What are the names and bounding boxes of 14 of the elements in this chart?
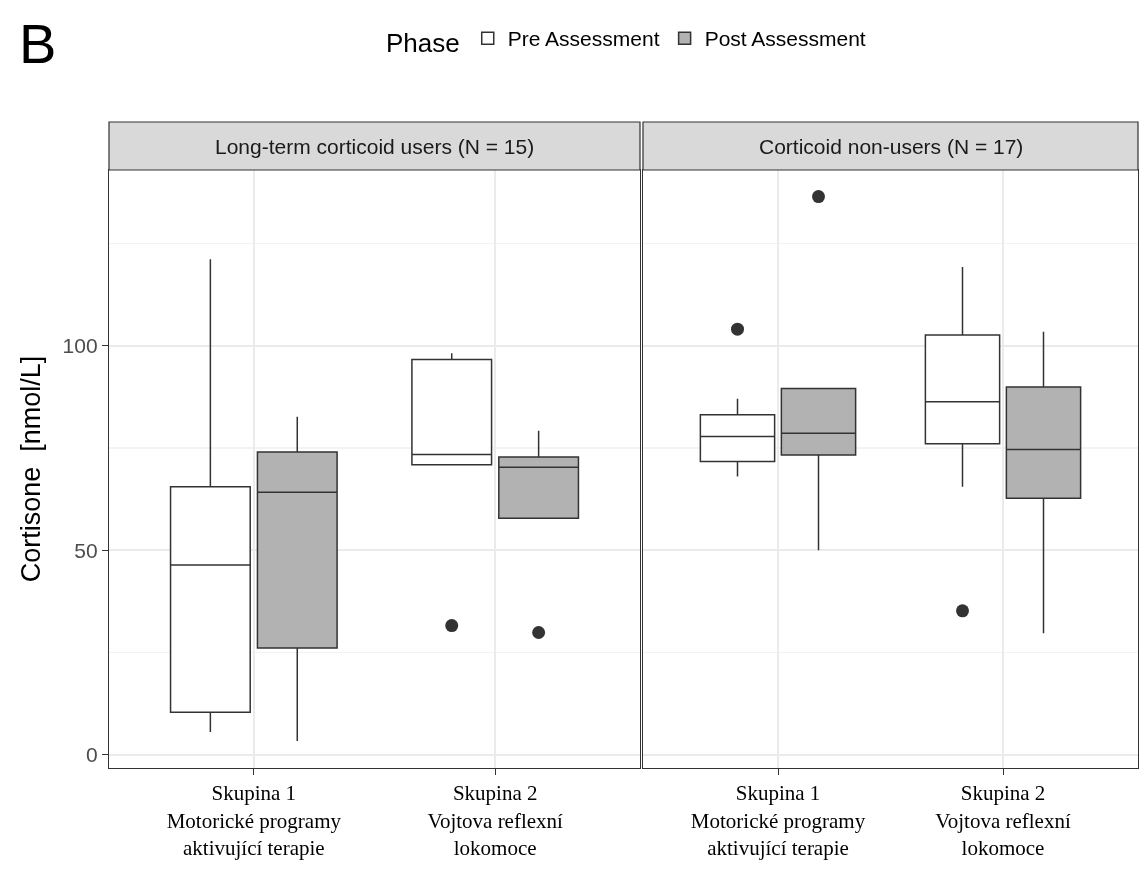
x-tick-label: Skupina 1 Motorické programy aktivující terapie [166, 781, 342, 860]
y-tick-label: 100 [62, 333, 98, 357]
y-tick-label: 0 [85, 743, 98, 767]
x-tick-label: Skupina 2 Vojtova reflexní lokomoce [935, 781, 1071, 860]
x-tick-label: Skupina 2 Vojtova reflexní lokomoce [427, 781, 564, 860]
chart-title: Long-term corticoid users (N = 15) [215, 135, 535, 158]
text: B [19, 12, 57, 75]
legend-label: Post Assessment [704, 27, 866, 51]
y-axis-title: Cortisone [nmol/L] [15, 355, 46, 583]
legend-title: Phase [386, 27, 460, 58]
chart-title: Corticoid non-users (N = 17) [759, 135, 1024, 158]
y-tick-label: 50 [74, 538, 98, 562]
legend-label: Pre Assessment [507, 27, 660, 51]
x-tick-label: Skupina 1 Motorické programy aktivující terapie [690, 781, 866, 860]
